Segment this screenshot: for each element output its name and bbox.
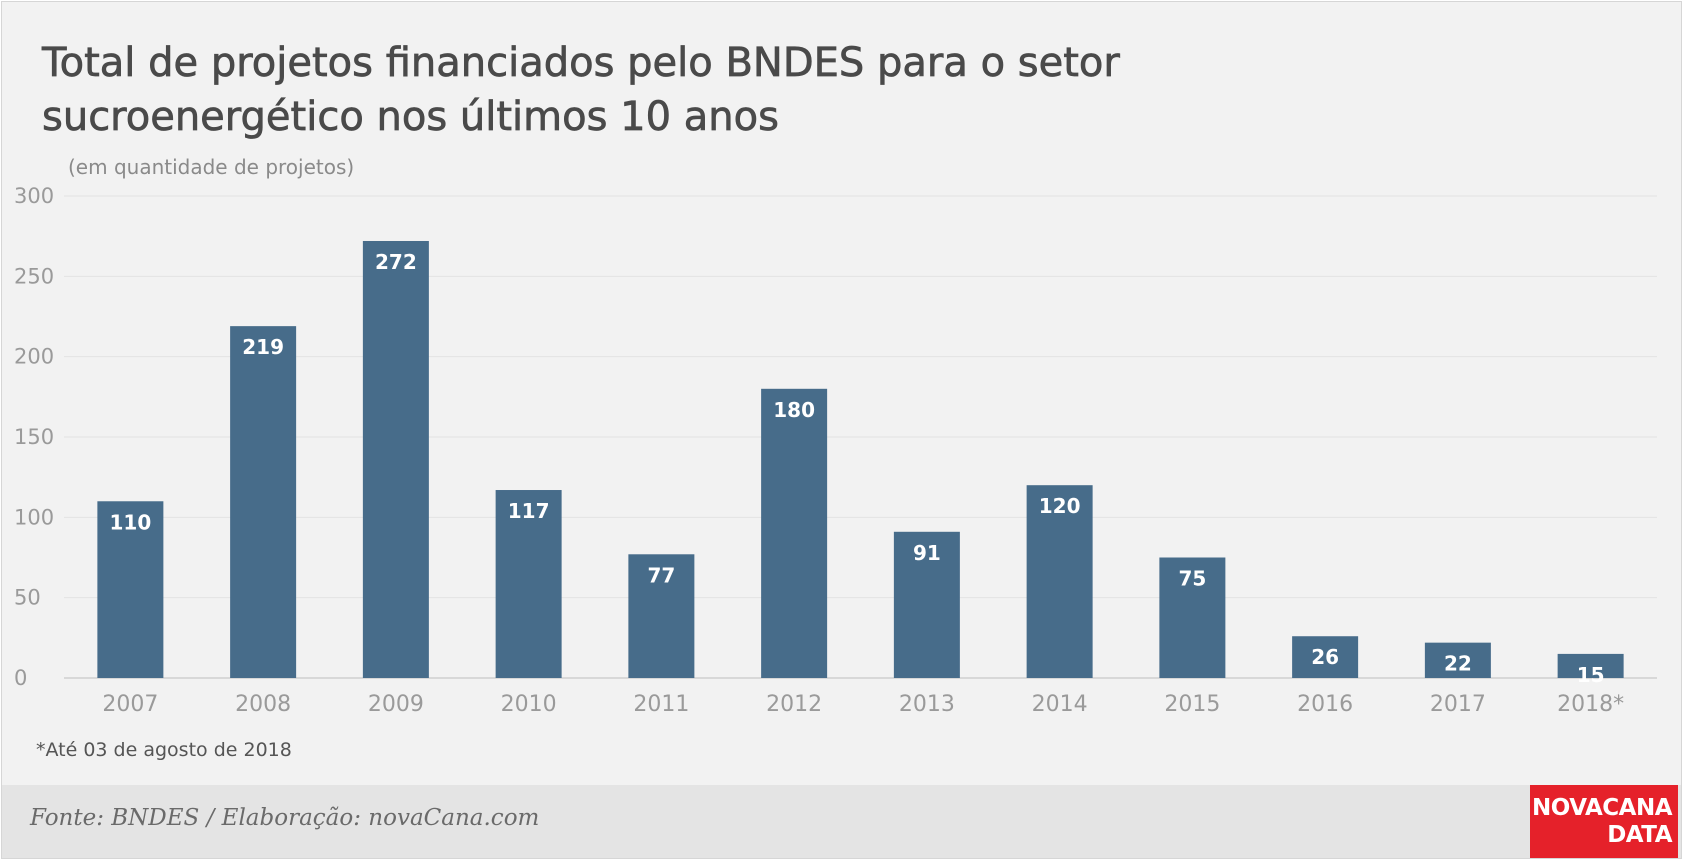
chart-title: Total de projetos financiados pelo BNDES… <box>42 40 1121 141</box>
bar-value-label: 110 <box>110 510 152 534</box>
footer: Fonte: BNDES / Elaboração: novaCana.com … <box>2 785 1681 858</box>
bar-value-label: 75 <box>1178 567 1206 591</box>
y-axis-ticks: 0 50 100 150 200 250 300 <box>14 184 54 690</box>
bars: 110 219 272 117 77 180 91 120 75 26 22 15 <box>97 240 1624 687</box>
x-tick-label: 2007 <box>102 692 158 717</box>
y-tick-label: 250 <box>14 264 54 288</box>
bar <box>761 388 828 678</box>
bar-value-label: 26 <box>1311 645 1339 669</box>
y-tick-label: 150 <box>14 425 54 449</box>
bar <box>1026 485 1093 678</box>
bar <box>230 326 297 678</box>
bar <box>97 501 164 678</box>
x-tick-label: 2013 <box>899 692 955 717</box>
x-tick-label: 2015 <box>1164 692 1220 717</box>
bar <box>1292 636 1359 678</box>
x-tick-label: 2017 <box>1430 692 1486 717</box>
bar-value-label: 91 <box>913 541 941 565</box>
x-tick-label: 2014 <box>1032 692 1088 717</box>
y-tick-label: 0 <box>14 666 27 690</box>
grid-lines <box>64 195 1657 679</box>
bar-value-label: 120 <box>1039 494 1081 518</box>
y-tick-label: 50 <box>14 586 41 610</box>
bar <box>1557 653 1624 678</box>
bar-value-label: 219 <box>242 335 284 359</box>
bar-chart: (em quantidade de projetos) 0 50 100 150 200… <box>14 155 1657 717</box>
y-tick-label: 300 <box>14 184 54 208</box>
x-axis-ticks: 2007 2008 2009 2010 2011 2012 2013 2014 2015 2016… <box>102 692 1624 717</box>
x-tick-label: 2011 <box>633 692 689 717</box>
bar-value-label: 15 <box>1577 663 1605 687</box>
brand-logo: NOVACANA DATA <box>1530 785 1678 858</box>
x-tick-label: 2016 <box>1297 692 1353 717</box>
x-tick-label: 2008 <box>235 692 291 717</box>
bar <box>1159 557 1226 678</box>
bar-value-label: 272 <box>375 250 417 274</box>
y-tick-label: 200 <box>14 345 54 369</box>
x-tick-label: 2012 <box>766 692 822 717</box>
source-credit: Fonte: BNDES / Elaboração: novaCana.com <box>30 805 540 831</box>
bar-value-label: 117 <box>508 499 550 523</box>
x-tick-label: 2009 <box>368 692 424 717</box>
y-tick-label: 100 <box>14 505 54 529</box>
bar <box>628 554 695 678</box>
chart-subtitle: (em quantidade de projetos) <box>68 155 354 179</box>
bar <box>1424 642 1491 678</box>
x-tick-label: 2018* <box>1557 692 1624 717</box>
bar <box>495 490 562 678</box>
footnote: *Até 03 de agosto de 2018 <box>36 739 292 761</box>
bar-value-label: 180 <box>773 398 815 422</box>
bar-value-label: 77 <box>647 563 675 587</box>
brand-line-1: NOVACANA <box>1532 794 1672 821</box>
brand-line-2: DATA <box>1607 821 1672 848</box>
bar <box>893 531 960 678</box>
bar <box>362 240 429 678</box>
x-tick-label: 2010 <box>501 692 557 717</box>
bar-value-label: 22 <box>1444 652 1472 676</box>
